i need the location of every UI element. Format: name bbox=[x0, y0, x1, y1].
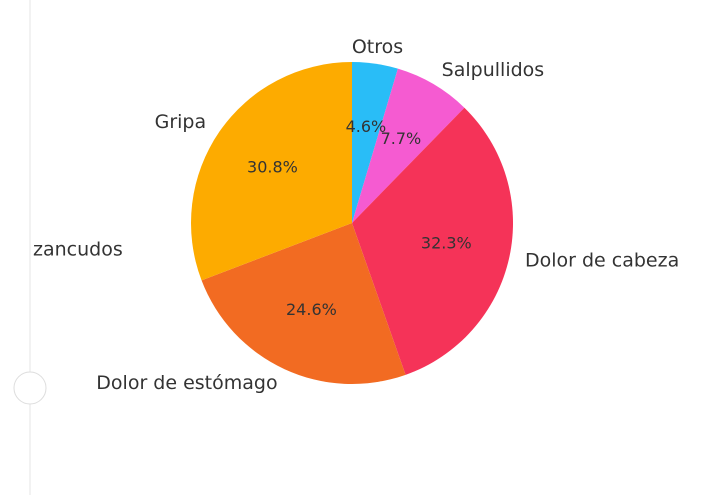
value-label: 32.3% bbox=[421, 233, 472, 252]
slice-label: Gripa bbox=[155, 111, 207, 133]
pie-slice bbox=[201, 223, 406, 384]
slice-label: Dolor de estómago bbox=[96, 372, 277, 394]
slice-label: Otros bbox=[352, 36, 403, 58]
pie-slice bbox=[352, 107, 514, 375]
pie-slice bbox=[191, 62, 352, 281]
slice-label: Dolor de cabeza bbox=[525, 250, 679, 272]
slice-label: Salpullidos bbox=[442, 59, 545, 81]
value-label: 24.6% bbox=[286, 300, 337, 319]
pie-slice bbox=[352, 68, 465, 223]
panel-handle bbox=[13, 371, 47, 405]
value-label: 4.6% bbox=[346, 117, 387, 136]
value-label: 30.8% bbox=[247, 158, 298, 177]
annotation: zancudos bbox=[33, 239, 123, 261]
pie-slice bbox=[352, 62, 398, 223]
value-label: 7.7% bbox=[381, 129, 422, 148]
